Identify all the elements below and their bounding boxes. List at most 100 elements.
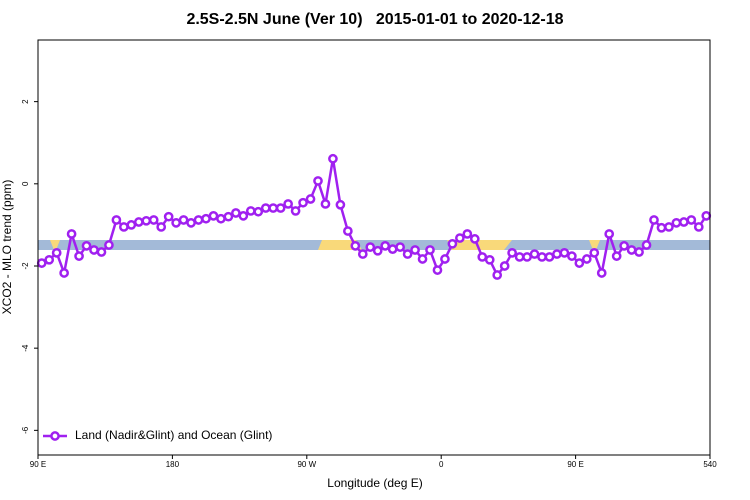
data-point bbox=[589, 247, 600, 258]
x-tick-label: 180 bbox=[166, 460, 180, 469]
x-tick-label: 0 bbox=[439, 460, 444, 469]
data-point bbox=[574, 258, 585, 268]
data-point bbox=[201, 213, 211, 224]
data-point bbox=[343, 226, 353, 236]
legend-label: Land (Nadir&Glint) and Ocean (Glint) bbox=[75, 428, 272, 442]
data-point bbox=[447, 238, 458, 249]
data-point bbox=[559, 247, 570, 258]
data-point bbox=[148, 215, 159, 225]
y-tick-label: -4 bbox=[21, 344, 30, 352]
data-point bbox=[335, 199, 346, 210]
data-point bbox=[484, 254, 495, 265]
data-point bbox=[626, 245, 637, 255]
data-point bbox=[701, 211, 712, 221]
data-point bbox=[649, 215, 659, 225]
data-point bbox=[283, 199, 293, 209]
data-point bbox=[380, 241, 391, 251]
data-point bbox=[275, 203, 286, 213]
data-point bbox=[544, 252, 555, 262]
y-axis-label: XCO2 - MLO trend (ppm) bbox=[0, 180, 14, 315]
data-point bbox=[81, 241, 92, 251]
data-point bbox=[372, 245, 383, 256]
data-point bbox=[328, 153, 338, 164]
data-point bbox=[163, 211, 174, 222]
data-point bbox=[641, 240, 652, 250]
x-axis-label: Longitude (deg E) bbox=[327, 476, 422, 490]
data-point bbox=[469, 234, 480, 244]
data-point bbox=[298, 197, 308, 208]
data-point bbox=[141, 215, 152, 226]
data-point bbox=[260, 203, 271, 213]
data-point bbox=[223, 211, 234, 222]
data-point bbox=[440, 254, 450, 264]
data-point bbox=[350, 241, 361, 251]
data-point bbox=[492, 270, 503, 280]
data-point bbox=[425, 245, 435, 255]
data-point bbox=[656, 222, 667, 233]
land-strip bbox=[50, 240, 60, 250]
data-point bbox=[537, 252, 547, 262]
data-point bbox=[96, 247, 107, 257]
data-point bbox=[245, 206, 256, 216]
y-tick-label: 0 bbox=[21, 181, 30, 186]
x-tick-label: 90 E bbox=[567, 460, 583, 469]
data-point bbox=[238, 211, 249, 221]
data-point bbox=[290, 206, 301, 216]
data-point bbox=[671, 217, 682, 228]
y-tick-label: -6 bbox=[21, 426, 30, 434]
data-point bbox=[268, 203, 279, 213]
land-strip bbox=[589, 240, 600, 250]
data-point bbox=[305, 194, 316, 204]
data-point bbox=[186, 217, 196, 228]
data-point bbox=[611, 251, 622, 261]
data-point bbox=[567, 251, 577, 261]
data-point bbox=[529, 249, 540, 259]
plot-area bbox=[36, 153, 712, 280]
x-tick-label: 90 W bbox=[297, 460, 316, 469]
data-point bbox=[171, 217, 181, 228]
data-point bbox=[477, 252, 488, 262]
data-point bbox=[231, 208, 241, 218]
data-point bbox=[514, 252, 525, 262]
y-tick-label: -2 bbox=[21, 262, 30, 270]
land-strip bbox=[447, 240, 512, 250]
data-point bbox=[596, 268, 607, 278]
legend-marker bbox=[50, 431, 60, 441]
plot-frame bbox=[37, 39, 711, 456]
data-point bbox=[619, 241, 629, 251]
data-point bbox=[664, 222, 674, 232]
data-point bbox=[357, 249, 368, 259]
data-point bbox=[417, 254, 428, 264]
data-point bbox=[89, 245, 99, 255]
data-point bbox=[686, 215, 697, 225]
data-point bbox=[193, 215, 204, 225]
chart-title: 2.5S-2.5N June (Ver 10) 2015-01-01 to 20… bbox=[186, 11, 563, 28]
data-point bbox=[552, 249, 562, 259]
data-point bbox=[432, 265, 443, 275]
data-point bbox=[44, 254, 55, 265]
data-point bbox=[133, 217, 144, 227]
data-point bbox=[36, 258, 47, 268]
data-point bbox=[208, 211, 219, 221]
data-point bbox=[313, 176, 323, 186]
data-point bbox=[499, 261, 510, 271]
x-tick-label: 90 E bbox=[30, 460, 46, 469]
data-point bbox=[604, 229, 615, 239]
data-point bbox=[320, 199, 331, 209]
y-tick-label: 2 bbox=[21, 99, 30, 104]
data-point bbox=[119, 222, 129, 232]
data-point bbox=[395, 242, 405, 252]
data-point bbox=[455, 233, 465, 243]
data-point bbox=[410, 245, 420, 255]
data-point bbox=[66, 229, 77, 239]
data-point bbox=[402, 249, 413, 259]
data-point bbox=[522, 252, 532, 262]
data-point bbox=[104, 240, 114, 250]
data-point bbox=[679, 217, 689, 227]
data-point bbox=[693, 222, 704, 232]
data-point bbox=[387, 244, 398, 254]
data-point bbox=[178, 215, 189, 225]
data-point bbox=[507, 247, 517, 258]
data-point bbox=[59, 268, 69, 278]
